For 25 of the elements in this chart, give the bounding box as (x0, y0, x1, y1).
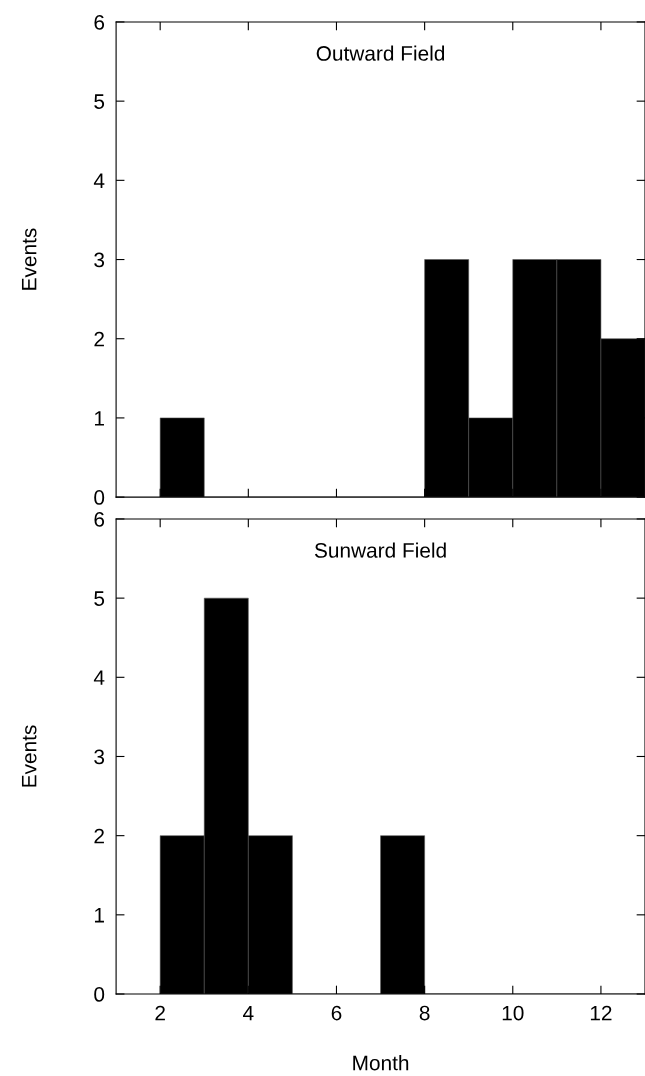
y-tick-label: 6 (94, 14, 105, 30)
y-tick-label: 0 (94, 490, 105, 505)
y-tick-label: 3 (94, 749, 105, 765)
y-tick-label: 5 (94, 591, 105, 606)
y-tick-label: 4 (93, 670, 105, 685)
y-tick-label: 4 (93, 173, 105, 188)
y-tick-label: 3 (94, 252, 105, 268)
y-tick-label: 6 (94, 511, 105, 527)
y-tick-label: 1 (94, 411, 104, 426)
y-tick-label: 2 (94, 828, 104, 844)
x-tick-label: 12 (590, 1005, 612, 1021)
x-axis-title: Month (353, 1055, 409, 1071)
text: Sunward Field (314, 542, 446, 558)
text: Outward Field (316, 45, 445, 61)
y-axis-title: Events (21, 725, 37, 787)
x-tick-label: 2 (155, 1005, 165, 1021)
y-tick-label: 2 (94, 331, 104, 347)
x-tick-label: 6 (331, 1005, 342, 1021)
x-tick-label: 4 (243, 1005, 254, 1021)
y-axis-title: Events (21, 228, 37, 290)
x-tick-label: 10 (502, 1005, 524, 1021)
x-tick-label: 8 (419, 1005, 430, 1021)
y-tick-label: 5 (94, 94, 105, 109)
y-tick-label: 1 (94, 908, 104, 923)
y-tick-label: 0 (94, 987, 105, 1002)
